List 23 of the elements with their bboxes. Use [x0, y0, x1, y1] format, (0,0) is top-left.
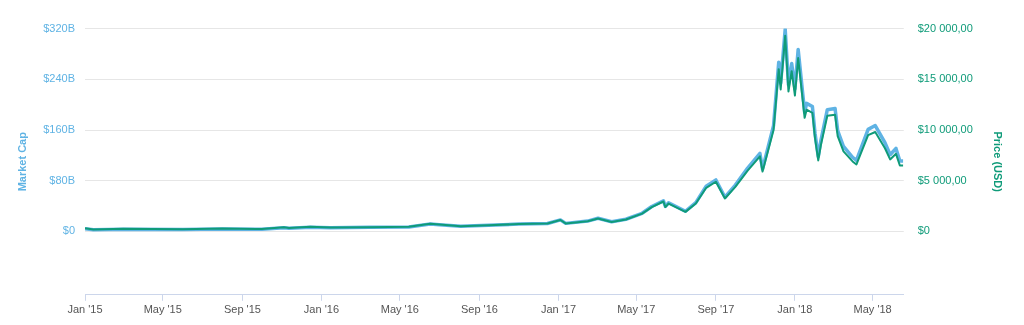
- y2-tick-label: $20 000,00: [917, 21, 973, 34]
- y-tick-label: $240B: [43, 72, 76, 85]
- x-tick-label: Jan '16: [303, 303, 339, 316]
- x-tick-label: May '15: [143, 303, 182, 316]
- y-tick-label: $160B: [43, 123, 76, 136]
- x-tick-label: Sep '17: [697, 303, 735, 316]
- y2-tick-label: $10 000,00: [917, 123, 973, 136]
- y-axis-title: Market Cap: [15, 131, 28, 192]
- y-tick-label: $80B: [49, 173, 76, 186]
- x-tick-label: May '18: [853, 303, 892, 316]
- x-tick-label: Jan '18: [777, 303, 813, 316]
- y2-axis-title: Price (USD): [992, 131, 1005, 193]
- x-tick-label: Jan '15: [67, 303, 103, 316]
- x-tick-label: May '16: [380, 303, 419, 316]
- x-tick-label: Sep '15: [223, 303, 261, 316]
- y2-tick-label: $0: [917, 224, 930, 237]
- y-tick-label: $0: [62, 224, 76, 237]
- x-tick-label: Jan '17: [540, 303, 577, 316]
- x-tick-label: May '17: [617, 303, 656, 316]
- y2-tick-label: $5 000,00: [917, 173, 967, 186]
- y-tick-label: $320B: [43, 21, 76, 34]
- x-tick-label: Sep '16: [460, 303, 498, 316]
- y2-tick-label: $15 000,00: [917, 72, 973, 85]
